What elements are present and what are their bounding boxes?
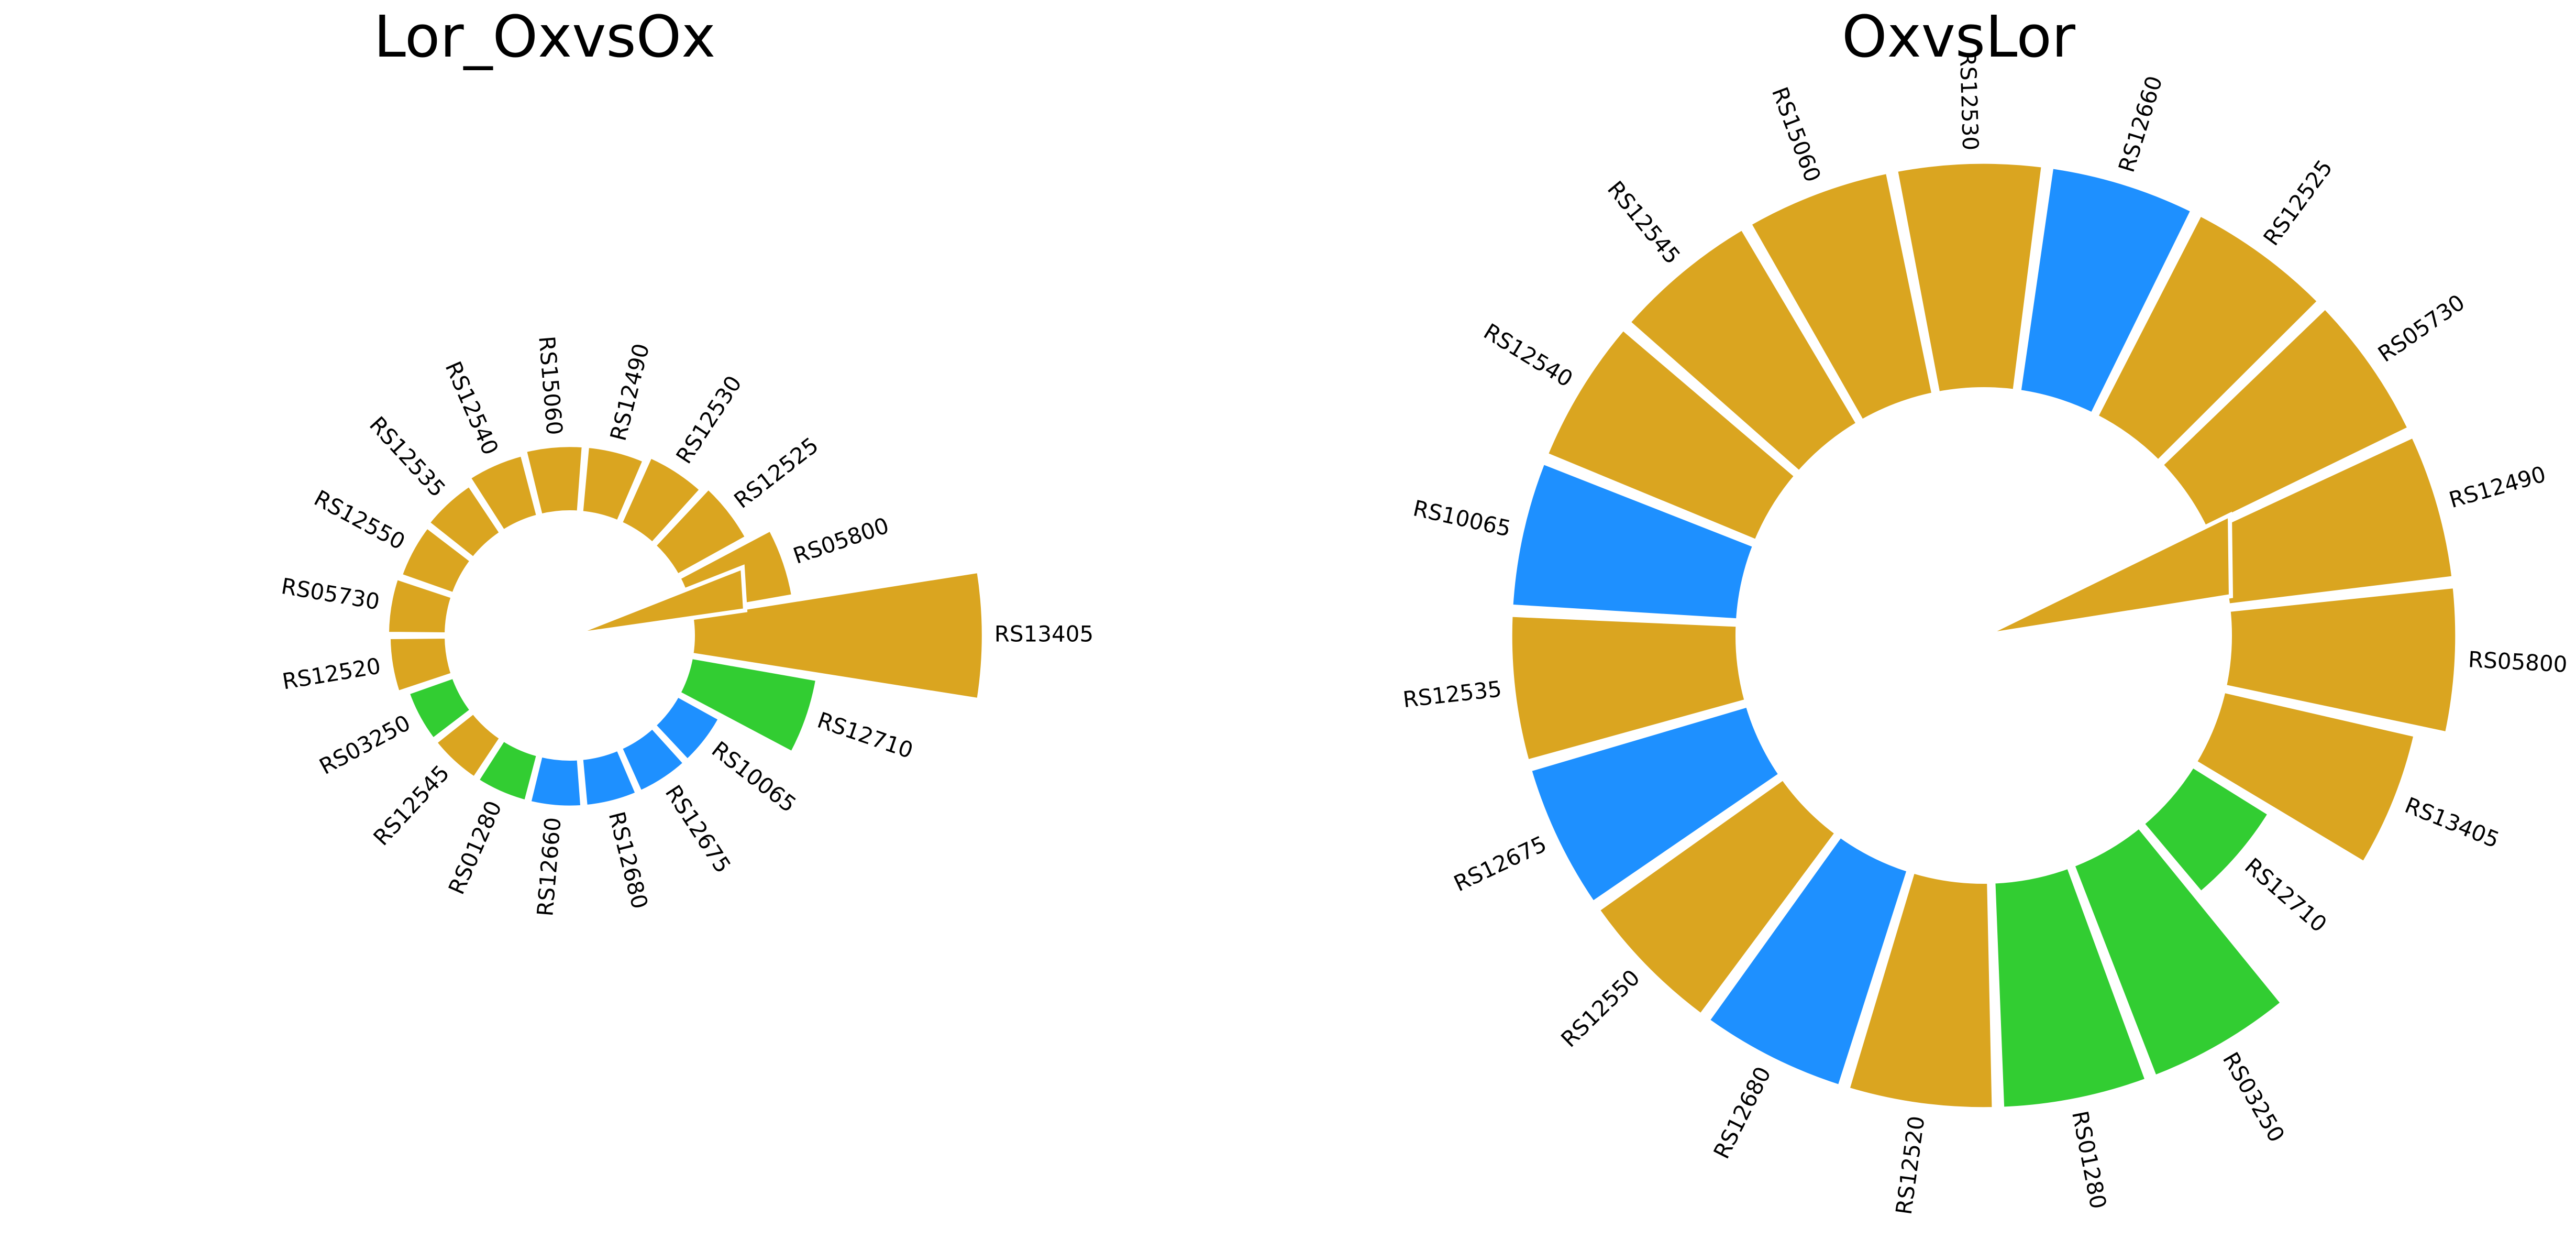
bar-rs12530 bbox=[1893, 159, 2046, 396]
label-rs12675: RS12675 bbox=[660, 781, 736, 878]
bar-rs13405 bbox=[689, 568, 986, 703]
bar-rs12710 bbox=[2139, 763, 2273, 896]
bar-rs01280 bbox=[474, 736, 541, 805]
label-rs03250: RS03250 bbox=[315, 710, 415, 780]
label-rs12525: RS12525 bbox=[729, 432, 823, 513]
label-rs12525: RS12525 bbox=[2258, 155, 2337, 250]
bar-rs12680 bbox=[579, 745, 640, 809]
label-rs13405: RS13405 bbox=[2401, 792, 2503, 853]
label-rs12550: RS12550 bbox=[1556, 964, 1645, 1052]
label-rs01280: RS01280 bbox=[444, 797, 507, 898]
label-rs12545: RS12545 bbox=[1602, 176, 1686, 269]
label-rs15060: RS15060 bbox=[534, 335, 567, 436]
label-rs12660: RS12660 bbox=[532, 816, 566, 917]
label-rs12550: RS12550 bbox=[310, 485, 410, 555]
label-rs12680: RS12680 bbox=[604, 809, 653, 912]
label-rs05730: RS05730 bbox=[2373, 289, 2469, 367]
label-rs12710: RS12710 bbox=[2240, 853, 2331, 937]
bar-rs01280 bbox=[1991, 864, 2150, 1111]
label-rs05800: RS05800 bbox=[790, 512, 892, 569]
label-rs12680: RS12680 bbox=[1708, 1062, 1776, 1163]
bar-rs12535 bbox=[1508, 612, 1749, 764]
bar-rs12545 bbox=[432, 709, 505, 782]
bar-rs12545 bbox=[1626, 225, 1861, 476]
label-rs12545: RS12545 bbox=[368, 760, 454, 851]
bar-center-wedge-left bbox=[569, 564, 748, 638]
bar-rs12675 bbox=[617, 723, 689, 796]
bar-rs12535 bbox=[425, 481, 505, 562]
label-rs05730: RS05730 bbox=[280, 573, 382, 615]
label-rs03250: RS03250 bbox=[2218, 1048, 2290, 1146]
bar-rs12540 bbox=[1543, 325, 1799, 544]
bar-rs03250 bbox=[405, 674, 475, 743]
label-rs13405: RS13405 bbox=[994, 621, 1093, 647]
bars-left bbox=[384, 443, 986, 810]
label-rs12490: RS12490 bbox=[605, 341, 655, 444]
bar-rs12525 bbox=[2093, 211, 2323, 465]
bar-rs12680 bbox=[1705, 832, 1912, 1090]
bar-rs03250 bbox=[2070, 823, 2286, 1080]
label-rs05800: RS05800 bbox=[2468, 646, 2568, 677]
label-rs12520: RS12520 bbox=[280, 653, 382, 695]
label-rs12530: RS12530 bbox=[1955, 51, 1984, 151]
bar-rs15060 bbox=[522, 443, 587, 519]
label-rs12710: RS12710 bbox=[814, 707, 916, 764]
bar-rs12520 bbox=[386, 634, 456, 696]
bar-rs12520 bbox=[1845, 869, 1996, 1112]
label-rs12540: RS12540 bbox=[1479, 319, 1577, 392]
label-rs01280: RS01280 bbox=[2067, 1109, 2111, 1211]
bar-rs05730 bbox=[384, 575, 456, 637]
bars-right bbox=[1508, 159, 2460, 1112]
label-rs12520: RS12520 bbox=[1891, 1114, 1930, 1216]
bar-rs15060 bbox=[1746, 169, 1937, 425]
chart-title-right: OxvsLor bbox=[1842, 3, 2076, 70]
label-rs12530: RS12530 bbox=[671, 371, 747, 468]
bar-rs12550 bbox=[397, 523, 475, 597]
label-rs12535: RS12535 bbox=[364, 412, 450, 502]
label-rs12540: RS12540 bbox=[440, 357, 503, 458]
bar-rs12660 bbox=[2016, 164, 2196, 418]
bar-center-wedge-right bbox=[1983, 511, 2234, 638]
chart-left: Lor_OxvsOx RS13405RS05800RS12525RS12530R… bbox=[280, 3, 1094, 917]
bar-rs12550 bbox=[1595, 775, 1840, 1018]
label-rs12660: RS12660 bbox=[2114, 73, 2168, 175]
chart-title-left: Lor_OxvsOx bbox=[374, 3, 716, 70]
label-rs15060: RS15060 bbox=[1767, 83, 1826, 185]
label-rs12675: RS12675 bbox=[1450, 831, 1551, 897]
bar-rs12710 bbox=[676, 654, 821, 756]
label-rs12535: RS12535 bbox=[1401, 676, 1503, 712]
bar-rs12540 bbox=[466, 451, 541, 535]
bar-rs12490 bbox=[579, 443, 648, 525]
bar-rs10065 bbox=[1509, 459, 1757, 623]
bar-rs12675 bbox=[1527, 703, 1784, 906]
bar-rs05800 bbox=[2222, 584, 2460, 737]
label-rs12490: RS12490 bbox=[2446, 461, 2549, 513]
bar-rs05730 bbox=[2158, 304, 2413, 531]
label-rs10065: RS10065 bbox=[1411, 495, 1513, 542]
bar-rs10065 bbox=[651, 692, 724, 764]
bar-rs12525 bbox=[651, 484, 750, 579]
chart-right: OxvsLor RS05800 RS12490 RS05730 RS12525 RS12… bbox=[1401, 3, 2568, 1216]
bar-rs12530 bbox=[617, 453, 705, 547]
bar-rs12660 bbox=[526, 752, 585, 810]
bar-rs13405 bbox=[2192, 688, 2418, 867]
